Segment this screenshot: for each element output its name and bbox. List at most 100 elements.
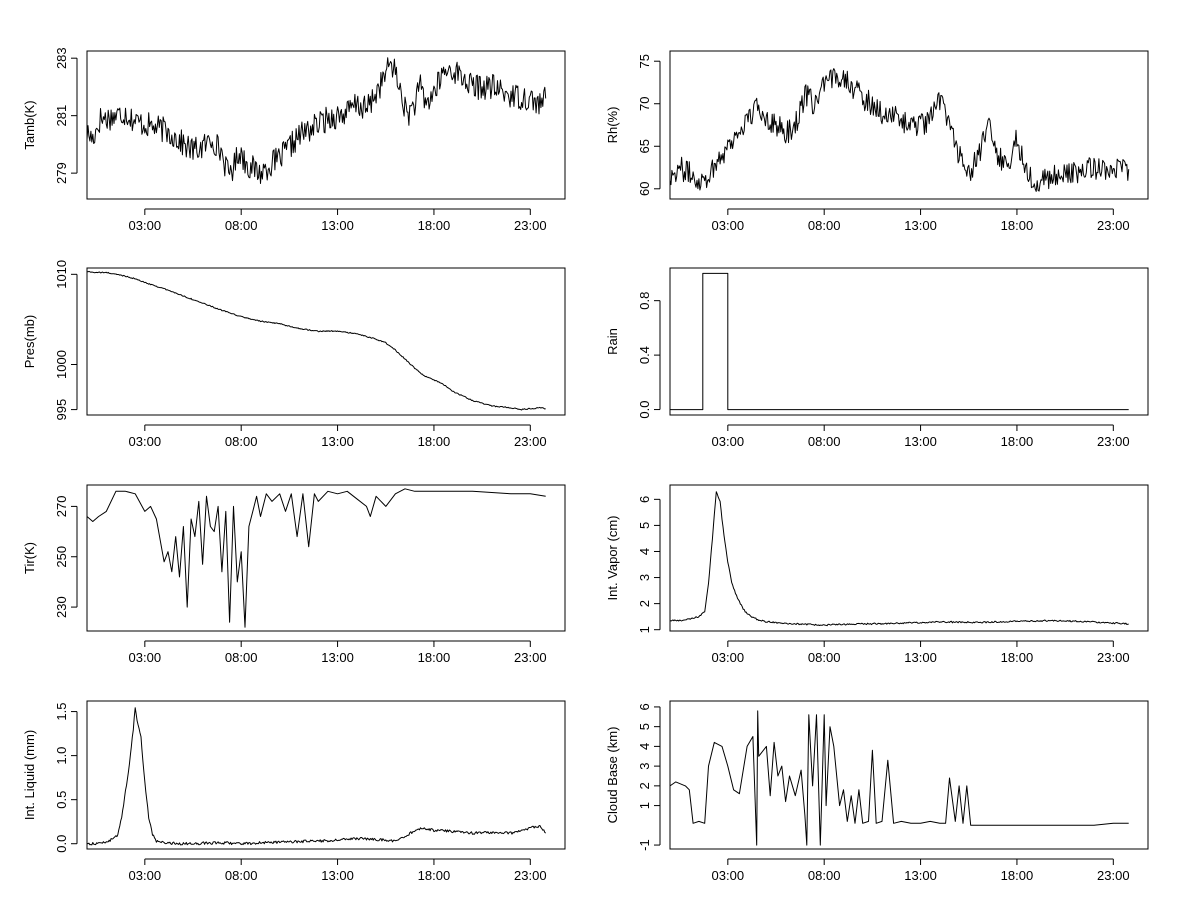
x-tick-label: 03:00	[712, 218, 745, 233]
y-tick-label: 250	[54, 546, 69, 568]
x-tick-label: 08:00	[808, 218, 841, 233]
x-tick-label: 13:00	[321, 218, 354, 233]
y-tick-label: 70	[637, 97, 652, 111]
x-tick-label: 13:00	[904, 868, 937, 883]
x-tick-label: 08:00	[808, 650, 841, 665]
x-tick-label: 23:00	[1097, 434, 1130, 449]
y-axis-title: Tir(K)	[22, 542, 37, 574]
x-tick-label: 08:00	[225, 434, 258, 449]
x-tick-label: 13:00	[321, 434, 354, 449]
x-tick-label: 08:00	[808, 434, 841, 449]
y-tick-label: 5	[637, 522, 652, 529]
x-tick-label: 18:00	[1001, 650, 1034, 665]
series-line-rh	[669, 68, 1130, 192]
x-tick-label: 18:00	[418, 650, 451, 665]
y-tick-label: 4	[637, 548, 652, 555]
panel-rh: 03:00 08:00 13:00 18:00 23:00 60 65 70 75 Rh(%)	[605, 50, 1149, 233]
y-tick-label: 283	[54, 47, 69, 69]
y-tick-label: 3	[637, 763, 652, 770]
y-tick-label: 2	[637, 600, 652, 607]
plot-frame	[669, 700, 1149, 850]
y-tick-label: 0.0	[54, 835, 69, 853]
x-tick-label: 13:00	[904, 650, 937, 665]
x-tick-label: 23:00	[514, 868, 547, 883]
y-tick-label: 3	[637, 574, 652, 581]
y-tick-label: 0.4	[637, 346, 652, 364]
x-tick-label: 23:00	[1097, 218, 1130, 233]
x-tick-label: 23:00	[514, 434, 547, 449]
x-tick-label: 03:00	[712, 650, 745, 665]
panel-tir: 03:00 08:00 13:00 18:00 23:00 230 250 270 Tir(K)	[22, 484, 566, 665]
y-tick-label: 1010	[54, 260, 69, 289]
panel-pres: 03:00 08:00 13:00 18:00 23:00 995 1000 1010 Pres…	[22, 260, 566, 449]
x-tick-label: 03:00	[129, 868, 162, 883]
y-axis-title: Int. Liquid (mm)	[22, 730, 37, 820]
y-tick-label: 230	[54, 596, 69, 618]
x-tick-label: 13:00	[321, 650, 354, 665]
panel-cloud: 03:00 08:00 13:00 18:00 23:00 -1 1 2 3 4 5 6 Cloud B…	[605, 700, 1149, 883]
series-line-rain	[670, 272, 1129, 411]
y-axis-title: Rain	[605, 328, 620, 355]
x-tick-label: 23:00	[1097, 868, 1130, 883]
y-tick-label: 995	[54, 399, 69, 421]
y-tick-label: 1.0	[54, 747, 69, 765]
plot-frame	[86, 267, 566, 416]
y-tick-label: 2	[637, 782, 652, 789]
series-line-cloud	[669, 710, 1129, 846]
series-line-vapor	[669, 491, 1129, 627]
x-tick-label: 18:00	[1001, 868, 1034, 883]
panel-liquid: 03:00 08:00 13:00 18:00 23:00 0.0 0.5 1.0 1.5 Int…	[22, 700, 566, 883]
y-tick-label: 65	[637, 139, 652, 153]
x-tick-label: 03:00	[129, 218, 162, 233]
x-tick-label: 23:00	[514, 218, 547, 233]
x-tick-label: 18:00	[418, 218, 451, 233]
y-tick-label: 0.8	[637, 292, 652, 310]
y-tick-label: -1	[637, 839, 652, 851]
plot-frame	[669, 50, 1149, 200]
panel-tamb: 03:00 08:00 13:00 18:00 23:00 279 281 283 Tamb(K…	[22, 47, 566, 233]
plot-frame	[86, 484, 566, 632]
y-tick-label: 1	[637, 802, 652, 809]
x-tick-label: 03:00	[712, 868, 745, 883]
x-tick-label: 23:00	[514, 650, 547, 665]
plot-frame	[669, 267, 1149, 416]
y-axis-title: Cloud Base (km)	[605, 727, 620, 824]
x-tick-label: 18:00	[1001, 434, 1034, 449]
plot-frame	[669, 484, 1149, 632]
series-line-pres	[86, 270, 546, 411]
x-tick-label: 08:00	[225, 868, 258, 883]
y-tick-label: 1000	[54, 350, 69, 379]
x-tick-label: 08:00	[225, 218, 258, 233]
x-tick-label: 18:00	[418, 868, 451, 883]
y-tick-label: 4	[637, 743, 652, 750]
x-tick-label: 03:00	[129, 434, 162, 449]
y-tick-label: 1	[637, 626, 652, 633]
x-tick-label: 23:00	[1097, 650, 1130, 665]
x-tick-label: 13:00	[321, 868, 354, 883]
y-tick-label: 5	[637, 723, 652, 730]
x-tick-label: 13:00	[904, 218, 937, 233]
y-axis-title: Rh(%)	[605, 107, 620, 144]
y-tick-label: 0.5	[54, 791, 69, 809]
series-line-tir	[86, 488, 546, 628]
x-tick-label: 08:00	[225, 650, 258, 665]
plot-frame	[86, 700, 566, 850]
x-tick-label: 18:00	[418, 434, 451, 449]
y-axis-title: Int. Vapor (cm)	[605, 515, 620, 600]
y-tick-label: 1.5	[54, 703, 69, 721]
y-tick-label: 0.0	[637, 401, 652, 419]
y-tick-label: 279	[54, 162, 69, 184]
y-tick-label: 60	[637, 182, 652, 196]
x-tick-label: 08:00	[808, 868, 841, 883]
y-tick-label: 6	[637, 703, 652, 710]
plot-frame	[86, 50, 566, 200]
y-tick-label: 281	[54, 105, 69, 127]
series-line-tamb	[86, 57, 547, 184]
y-tick-label: 270	[54, 496, 69, 518]
x-tick-label: 03:00	[712, 434, 745, 449]
panel-rain: 03:00 08:00 13:00 18:00 23:00 0.0 0.4 0.8 Rain	[605, 267, 1149, 449]
y-axis-title: Pres(mb)	[22, 315, 37, 368]
y-tick-label: 6	[637, 496, 652, 503]
x-tick-label: 18:00	[1001, 218, 1034, 233]
